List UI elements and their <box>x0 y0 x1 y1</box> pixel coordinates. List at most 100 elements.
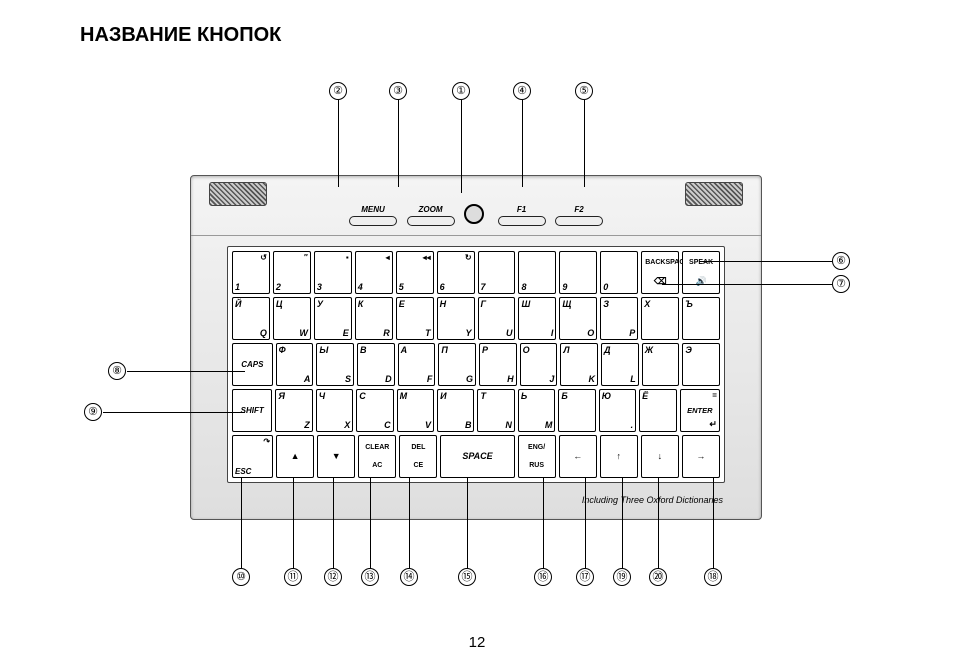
key-space[interactable]: SPACE <box>440 435 514 478</box>
key-z[interactable]: ЯZ <box>275 389 312 432</box>
callout-12-line <box>333 478 334 568</box>
key-page-down[interactable]: ▼ <box>317 435 355 478</box>
key-q[interactable]: ЙQ <box>232 297 270 340</box>
key-clear-ac[interactable]: CLEAR AC <box>358 435 396 478</box>
callout-1-line <box>461 100 462 193</box>
key-n[interactable]: ТN <box>477 389 514 432</box>
key-1[interactable]: 1↺ <box>232 251 270 294</box>
key-o[interactable]: ЩO <box>559 297 597 340</box>
page-number: 12 <box>469 634 486 651</box>
clear-label: CLEAR <box>365 444 389 451</box>
callout-19-line <box>622 478 623 568</box>
key-w[interactable]: ЦW <box>273 297 311 340</box>
key-r[interactable]: КR <box>355 297 393 340</box>
callout-4-line <box>522 100 523 187</box>
key-eh[interactable]: Э <box>682 343 720 386</box>
enter-label: ENTER <box>687 407 712 415</box>
f1-button[interactable]: F1 <box>498 205 546 226</box>
key-yu[interactable]: Ю. <box>599 389 636 432</box>
key-del-ce[interactable]: DEL CE <box>399 435 437 478</box>
space-label: SPACE <box>462 452 492 461</box>
callout-15-line <box>467 478 468 568</box>
key-backspace[interactable]: BACKSPACE ⌫ <box>641 251 679 294</box>
key-zhe[interactable]: Ж <box>642 343 680 386</box>
arrow-left-icon: ← <box>573 452 582 461</box>
arrow-up-icon: ↑ <box>617 452 622 461</box>
key-arrow-left[interactable]: ← <box>559 435 597 478</box>
key-hard-sign[interactable]: Ъ <box>682 297 720 340</box>
key-eng-rus[interactable]: ENG/ RUS <box>518 435 556 478</box>
key-b[interactable]: ИB <box>437 389 474 432</box>
key-arrow-right[interactable]: → <box>682 435 720 478</box>
key-4[interactable]: 4◂ <box>355 251 393 294</box>
callout-14-line <box>409 478 410 568</box>
key-y[interactable]: НY <box>437 297 475 340</box>
page-up-icon: ▲ <box>291 452 300 461</box>
key-ha[interactable]: Х <box>641 297 679 340</box>
keyboard: 1↺ 2″ 3▪ 4◂ 5◂◂ 6↻ 7 8 9 0 BACKSPACE ⌫ S… <box>232 251 720 478</box>
callout-16: ⑯ <box>534 568 552 586</box>
key-d[interactable]: ВD <box>357 343 395 386</box>
key-u[interactable]: ГU <box>478 297 516 340</box>
key-8[interactable]: 8 <box>518 251 556 294</box>
key-t[interactable]: ЕT <box>396 297 434 340</box>
f1-label: F1 <box>517 205 526 214</box>
top-button-group: MENU ZOOM F1 F2 <box>349 186 603 226</box>
callout-1: ① <box>452 82 470 100</box>
key-0[interactable]: 0 <box>600 251 638 294</box>
callout-11: ⑪ <box>284 568 302 586</box>
key-be[interactable]: Б <box>558 389 595 432</box>
key-caps[interactable]: CAPS <box>232 343 273 386</box>
key-6[interactable]: 6↻ <box>437 251 475 294</box>
key-i[interactable]: ШI <box>518 297 556 340</box>
callout-10-line <box>241 478 242 568</box>
key-g[interactable]: ПG <box>438 343 476 386</box>
callout-14: ⑭ <box>400 568 418 586</box>
key-l[interactable]: ДL <box>601 343 639 386</box>
key-m[interactable]: ЬM <box>518 389 555 432</box>
key-v[interactable]: МV <box>397 389 434 432</box>
zoom-button[interactable]: ZOOM <box>407 205 455 226</box>
key-arrow-up[interactable]: ↑ <box>600 435 638 478</box>
power-button[interactable] <box>464 204 488 226</box>
key-yo[interactable]: Ё <box>639 389 676 432</box>
key-5[interactable]: 5◂◂ <box>396 251 434 294</box>
key-e[interactable]: УE <box>314 297 352 340</box>
key-f[interactable]: АF <box>398 343 436 386</box>
callout-6-line <box>700 261 832 262</box>
key-3[interactable]: 3▪ <box>314 251 352 294</box>
ce-label: CE <box>414 462 424 469</box>
key-x[interactable]: ЧX <box>316 389 353 432</box>
key-s[interactable]: ЫS <box>316 343 354 386</box>
callout-17-line <box>585 478 586 568</box>
esc-label: ESC <box>235 467 251 476</box>
tagline: Including Three Oxford Dictionaries <box>582 495 723 505</box>
f2-button[interactable]: F2 <box>555 205 603 226</box>
key-k[interactable]: ЛK <box>560 343 598 386</box>
key-2[interactable]: 2″ <box>273 251 311 294</box>
menu-button[interactable]: MENU <box>349 205 397 226</box>
key-speak[interactable]: SPEAK 🔊 <box>682 251 720 294</box>
callout-8-line <box>127 371 245 372</box>
key-h[interactable]: РH <box>479 343 517 386</box>
callout-2-line <box>338 100 339 187</box>
key-7[interactable]: 7 <box>478 251 516 294</box>
key-shift[interactable]: SHIFT <box>232 389 272 432</box>
key-enter[interactable]: = ENTER ↵ <box>680 389 720 432</box>
key-arrow-down[interactable]: ↓ <box>641 435 679 478</box>
callout-13-line <box>370 478 371 568</box>
callout-20-line <box>658 478 659 568</box>
key-esc[interactable]: ↷ ESC <box>232 435 273 478</box>
callout-10: ⑩ <box>232 568 250 586</box>
key-p[interactable]: ЗP <box>600 297 638 340</box>
menu-label: MENU <box>361 205 385 214</box>
key-9[interactable]: 9 <box>559 251 597 294</box>
callout-9: ⑨ <box>84 403 102 421</box>
key-c[interactable]: СC <box>356 389 393 432</box>
f2-pill <box>555 216 603 226</box>
key-j[interactable]: ОJ <box>520 343 558 386</box>
callout-16-line <box>543 478 544 568</box>
key-row-1: 1↺ 2″ 3▪ 4◂ 5◂◂ 6↻ 7 8 9 0 BACKSPACE ⌫ S… <box>232 251 720 294</box>
key-a[interactable]: ФA <box>276 343 314 386</box>
key-page-up[interactable]: ▲ <box>276 435 314 478</box>
